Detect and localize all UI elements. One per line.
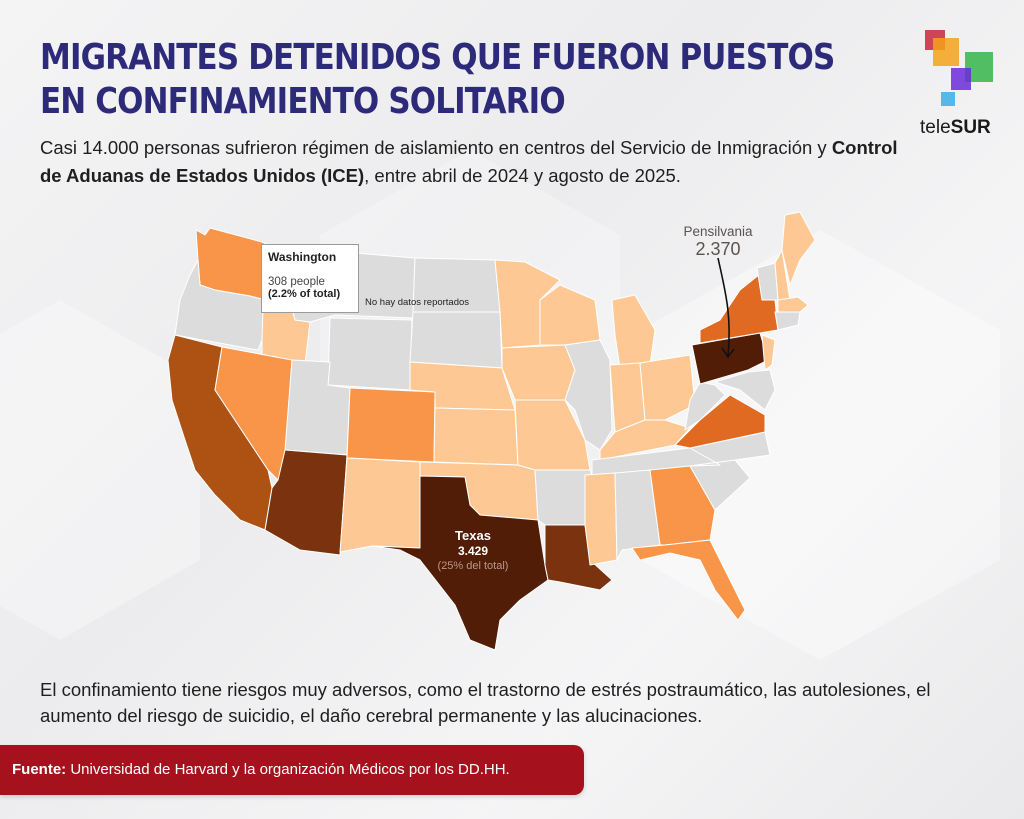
state-south-dakota[interactable] (409, 311, 503, 369)
state-texas[interactable] (371, 475, 549, 651)
pa-value: 2.370 (695, 239, 741, 259)
logo-text-bold: SUR (950, 117, 991, 138)
state-ohio[interactable] (639, 354, 696, 421)
state-arkansas[interactable] (534, 469, 593, 526)
state-maine[interactable] (781, 211, 816, 286)
state-maryland-delaware[interactable] (714, 369, 776, 411)
source-text: Universidad de Harvard y la organización… (66, 761, 510, 778)
texas-callout: Texas 3.429 (25% del total) (418, 527, 528, 573)
us-choropleth-map (167, 211, 816, 651)
subtitle-text: Casi 14.000 personas sufrieron régimen d… (40, 137, 832, 158)
risk-description: El confinamiento tiene riesgos muy adver… (40, 679, 931, 726)
state-massachusetts[interactable] (777, 296, 809, 313)
page-title: MIGRANTES DETENIDOS QUE FUERON PUESTOS E… (40, 36, 900, 124)
tooltip-state: Washington (268, 250, 337, 264)
washington-tooltip: Washington 308 people (2.2% of total) (261, 244, 359, 313)
pa-name: Pensilvania (683, 224, 753, 239)
state-connecticut-ri[interactable] (774, 311, 801, 331)
telesur-logo-icon (925, 30, 993, 106)
title-line-1: MIGRANTES DETENIDOS QUE FUERON PUESTOS (40, 37, 835, 78)
tooltip-percent: (2.2% of total) (268, 288, 341, 300)
logo-text-light: tele (920, 117, 951, 138)
pa-arrow-icon (717, 257, 730, 357)
tooltip-value: 308 people (268, 276, 325, 288)
state-illinois[interactable] (564, 339, 613, 451)
source-label: Fuente: (12, 761, 67, 778)
title-line-2: EN CONFINAMIENTO SOLITARIO (40, 81, 566, 122)
subtitle-bold: Control de Aduanas de Estados Unidos (IC… (40, 137, 898, 186)
tx-name: Texas (455, 528, 491, 543)
state-wisconsin[interactable] (539, 284, 601, 346)
state-colorado[interactable] (346, 387, 436, 463)
telesur-wordmark: teleSUR (920, 117, 991, 139)
state-new-jersey[interactable] (761, 334, 776, 371)
subtitle: Casi 14.000 personas sufrieron régimen d… (40, 134, 920, 190)
state-new-mexico[interactable] (339, 457, 421, 553)
subtitle-text-end: , entre abril de 2024 y agosto de 2025. (364, 165, 681, 186)
state-mississippi[interactable] (584, 472, 618, 566)
state-florida[interactable] (631, 539, 746, 621)
pennsylvania-callout: Pensilvania 2.370 (668, 224, 768, 259)
source-bar: Fuente: Universidad de Harvard y la orga… (0, 745, 584, 795)
state-iowa[interactable] (501, 344, 576, 401)
state-kansas[interactable] (433, 407, 519, 466)
tx-percent: (25% del total) (437, 560, 509, 572)
no-data-label: No hay datos reportados (365, 297, 470, 308)
tx-value: 3.429 (457, 544, 489, 558)
state-michigan[interactable] (611, 294, 656, 369)
state-wyoming[interactable] (327, 317, 413, 391)
